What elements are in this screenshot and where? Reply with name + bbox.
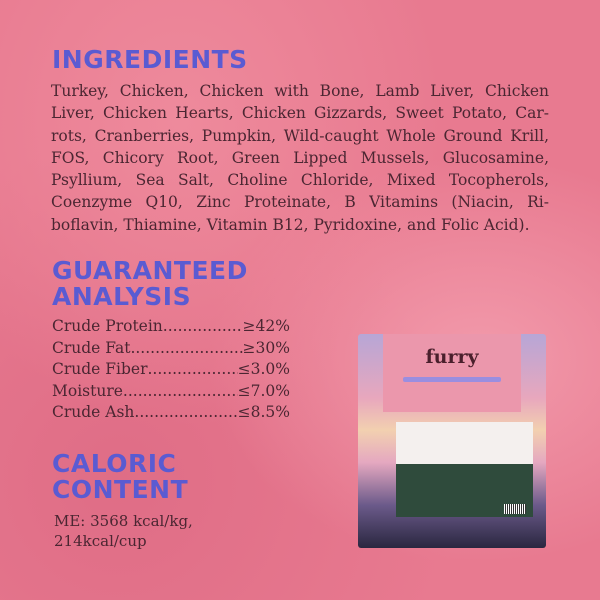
- analysis-value: ≤7.0%: [237, 381, 290, 400]
- bag-info-panel: [396, 422, 533, 464]
- heading-line-2: ANALYSIS: [52, 282, 192, 311]
- analysis-row: Moisture ≤7.0%: [52, 381, 290, 403]
- analysis-value: ≥30%: [242, 338, 290, 357]
- brand-logo: furry: [425, 346, 479, 368]
- heading-line-1: CALORIC: [52, 449, 177, 478]
- caloric-content-heading: CALORIC CONTENT: [52, 451, 188, 503]
- analysis-label: Crude Ash: [52, 403, 135, 421]
- analysis-row: Crude Fiber ≤3.0%: [52, 359, 290, 381]
- heading-line-2: CONTENT: [52, 475, 189, 504]
- bag-label-panel: [383, 334, 521, 412]
- caloric-line-1: ME: 3568 kcal/kg,: [54, 512, 193, 530]
- bag-band: [403, 377, 501, 382]
- analysis-row: Crude Ash ≤8.5%: [52, 402, 290, 424]
- barcode-icon: [504, 504, 526, 514]
- analysis-row: Crude Protein ≥42%: [52, 316, 290, 338]
- guaranteed-analysis-heading: GUARANTEED ANALYSIS: [52, 258, 248, 310]
- analysis-value: ≥42%: [242, 317, 290, 335]
- analysis-list: Crude Protein ≥42% Crude Fat ≥30% Crude Fi…: [52, 316, 290, 424]
- ingredients-heading: INGREDIENTS: [52, 45, 248, 74]
- analysis-label: Crude Fat: [52, 338, 131, 357]
- analysis-label: Moisture: [52, 381, 123, 400]
- product-bag-image: furry: [358, 334, 546, 548]
- caloric-line-2: 214kcal/cup: [54, 532, 147, 550]
- analysis-value: ≤3.0%: [237, 360, 290, 378]
- caloric-content-text: ME: 3568 kcal/kg, 214kcal/cup: [54, 511, 254, 551]
- analysis-label: Crude Fiber: [52, 360, 148, 378]
- analysis-value: ≤8.5%: [237, 403, 290, 421]
- ingredients-text: Turkey, Chicken, Chicken with Bone, Lamb…: [51, 82, 549, 234]
- analysis-label: Crude Protein: [52, 317, 163, 335]
- analysis-row: Crude Fat ≥30%: [52, 338, 290, 360]
- heading-line-1: GUARANTEED: [52, 256, 248, 285]
